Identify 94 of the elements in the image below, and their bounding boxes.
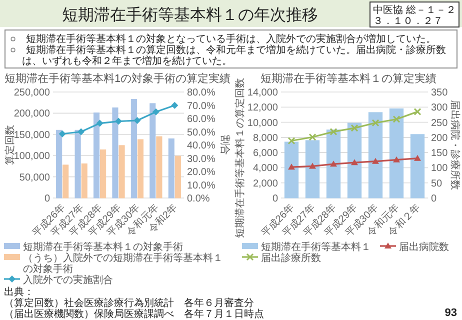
bar: [305, 140, 320, 198]
bar: [130, 98, 137, 198]
bar: [118, 145, 125, 198]
y2-tick-label: 0.0%: [187, 194, 210, 204]
point: [288, 137, 296, 145]
y-tick-label: 6,000: [252, 148, 278, 160]
text: 短期滞在手術等基本料１の年次推移: [62, 6, 318, 24]
bar: [137, 139, 144, 198]
chart-title: 短期滞在手術等基本料1の対象手術の算定実績: [4, 72, 231, 85]
chart-title: 短期滞在手術等基本料１の算定実績: [260, 72, 436, 85]
source-note: 出典：: [4, 286, 34, 298]
point: [78, 128, 85, 136]
y2-tick-label: 200: [431, 132, 448, 144]
legend-label: 届出診療所数: [261, 252, 321, 264]
point: [372, 158, 379, 164]
point: [350, 124, 358, 132]
point: [115, 118, 122, 125]
bar: [112, 107, 118, 198]
point: [330, 160, 337, 167]
bar: [368, 112, 383, 198]
point: [134, 116, 141, 124]
y-tick-label: 14,000: [247, 88, 278, 98]
y2-tick-label: 150: [431, 148, 448, 160]
y2-tick-label: 50.0%: [187, 127, 216, 138]
legend-label: 入院外での実施割合: [23, 274, 113, 286]
bar: [156, 136, 162, 198]
bar: [284, 142, 299, 198]
y-axis-title: 短期滞在手術等基本料１の算定回数: [234, 78, 246, 238]
bar: [93, 112, 100, 198]
point: [308, 133, 316, 141]
point: [414, 154, 421, 161]
legend-label: 届出病院数: [399, 241, 449, 253]
point: [152, 108, 160, 116]
y2-tick-label: 100: [431, 163, 448, 174]
point: [330, 128, 338, 136]
y2-axis-title: 割合: [219, 135, 231, 155]
y2-tick-label: 80.0%: [187, 88, 216, 98]
point: [309, 162, 316, 169]
y-axis-title: 算定回数: [4, 125, 16, 165]
bar: [150, 103, 156, 198]
y2-tick-label: 350: [431, 88, 448, 98]
y-tick-label: 0: [272, 194, 278, 204]
y2-tick-label: 20.0%: [187, 167, 216, 178]
y-tick-label: 100,000: [14, 151, 50, 162]
bar: [389, 108, 404, 198]
bar: [56, 130, 62, 198]
legend-label: 短期滞在手術等基本料１: [261, 241, 371, 253]
y-tick-label: 10,000: [247, 118, 278, 129]
y2-tick-label: 60.0%: [187, 114, 216, 125]
text: 93: [444, 307, 457, 319]
bar: [81, 163, 88, 198]
bar: [326, 130, 341, 198]
text: 中医協 総－１－２: [373, 4, 456, 16]
y2-tick-label: 0: [431, 194, 437, 204]
bar: [410, 134, 425, 198]
bar: [347, 122, 362, 198]
y-tick-label: 250,000: [14, 88, 50, 98]
y-tick-label: 4,000: [252, 163, 278, 174]
bar: [100, 149, 106, 198]
bar: [74, 130, 81, 198]
point: [351, 159, 358, 166]
y-tick-label: 8,000: [252, 132, 278, 144]
legend-label: 短期滞在手術等基本料１の対象手術: [23, 241, 183, 253]
point: [96, 120, 104, 127]
y2-tick-label: 10.0%: [187, 180, 216, 192]
point: [414, 108, 422, 116]
text: ○ 短期滞在手術等基本料１の対象となっている手術は、入院外での実施割合が増加していた。: [10, 33, 436, 45]
point: [392, 116, 400, 124]
y2-tick-label: 70.0%: [187, 100, 216, 112]
text: ○ 短期滞在手術等基本料１の算定回数は、令和元年まで増加を続けていた。届出病院・診療所数は、いずれも令和２年まで増加を続けていた。: [10, 44, 446, 67]
text: （算定回数）社会医療診療行為別統計 各年６月審査分: [4, 297, 254, 309]
y2-tick-label: 300: [431, 102, 448, 114]
y2-tick-label: 40.0%: [187, 140, 216, 152]
y2-tick-label: 30.0%: [187, 154, 216, 165]
bar: [168, 138, 174, 198]
point: [372, 119, 380, 127]
y-tick-label: 200,000: [14, 108, 50, 120]
point: [171, 102, 178, 109]
y2-axis-title: 届出病院・診療所数: [449, 100, 461, 190]
bar: [62, 164, 69, 198]
bar: [174, 156, 181, 198]
y-tick-label: 150,000: [14, 130, 50, 141]
y-tick-label: 0: [44, 194, 50, 204]
y-tick-label: 12,000: [247, 102, 278, 114]
y2-tick-label: 50: [431, 178, 443, 190]
point: [58, 130, 66, 138]
point: [393, 156, 400, 162]
y-tick-label: 2,000: [252, 178, 278, 190]
y-tick-label: 50,000: [19, 172, 50, 184]
text: （届出医療機関数）保険局医療課調べ 各年７月１日時点: [4, 308, 264, 320]
legend-label: （うち）入院外での短期滞在手術等基本料１の対象手術: [23, 252, 223, 275]
text: ３．１０．２７: [373, 16, 443, 27]
y2-tick-label: 250: [431, 118, 448, 129]
point: [288, 164, 295, 170]
